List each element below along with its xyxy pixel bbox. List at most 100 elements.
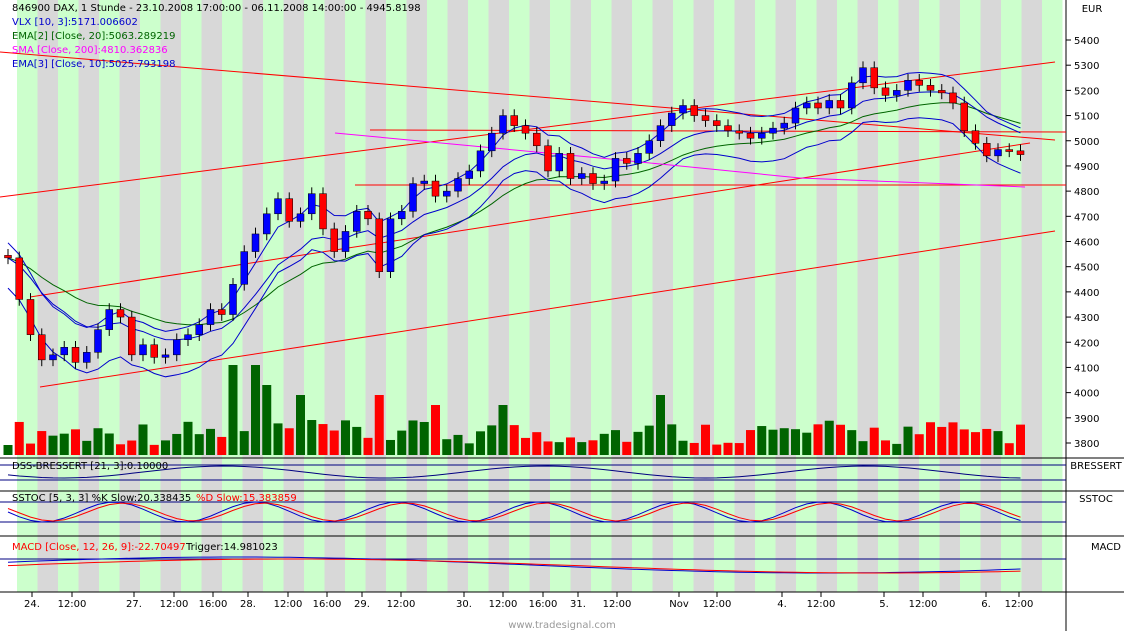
y-tick-label: 4600	[1074, 238, 1099, 249]
x-tick-label: 4.	[777, 599, 787, 610]
dss-axis-label: BRESSERT	[1070, 461, 1122, 472]
y-tick-label: 5400	[1074, 36, 1099, 47]
y-tick-label: 4900	[1074, 162, 1099, 173]
volume-bar	[656, 395, 665, 455]
candle-body	[701, 115, 710, 121]
candle-body	[431, 180, 440, 197]
volume-bar	[318, 424, 328, 455]
candle-body	[645, 140, 653, 154]
ema20-legend: EMA[2] [Close, 20]:5063.289219	[12, 31, 175, 42]
candle-body	[848, 82, 856, 109]
x-tick-label: 16:00	[199, 599, 228, 610]
candle-body	[578, 173, 586, 179]
candle-body	[1016, 150, 1025, 155]
sstoc-d-line	[7, 502, 1021, 522]
currency-label: EUR	[1082, 4, 1103, 15]
volume-bar	[779, 428, 789, 455]
y-tick-label: 3900	[1074, 414, 1099, 425]
ema20-line	[7, 102, 1021, 326]
y-tick-label: 5000	[1074, 137, 1099, 148]
volume-bar	[554, 442, 564, 455]
session-band	[693, 0, 714, 592]
volume-bar	[194, 434, 204, 455]
x-tick-label: 12:00	[603, 599, 632, 610]
volume-bar	[419, 421, 429, 455]
x-tick-label: 12:00	[58, 599, 87, 610]
candle-body	[533, 132, 541, 147]
candle-body	[465, 170, 473, 179]
x-tick-label: 5.	[879, 599, 889, 610]
volume-bar	[1016, 424, 1025, 455]
volume-bar	[442, 439, 452, 455]
volume-bar	[712, 444, 722, 455]
candle-body	[623, 158, 631, 164]
volume-bar	[138, 424, 148, 455]
volume-bar	[273, 423, 283, 455]
candlesticks	[4, 61, 1025, 369]
session-band	[1021, 0, 1042, 592]
session-band	[488, 0, 509, 592]
volume-bar	[633, 431, 643, 455]
trend-line	[39, 230, 1056, 388]
volume-bar	[341, 420, 350, 455]
volume-bar	[982, 428, 992, 455]
session-band	[591, 0, 612, 592]
candle-body	[679, 105, 687, 114]
volume-bar	[566, 437, 575, 455]
session-band	[673, 0, 694, 592]
candle-body	[758, 132, 766, 139]
y-tick-label: 3800	[1074, 439, 1099, 450]
y-tick-label: 4400	[1074, 288, 1099, 299]
macd-trigger-legend: Trigger:14.981023	[185, 542, 278, 553]
volume-bar	[813, 424, 823, 455]
candle-body	[589, 173, 597, 184]
candle-body	[206, 309, 215, 325]
vlx-legend: VLX [10, 3]:5171.006602	[12, 17, 138, 28]
candle-body	[364, 211, 372, 220]
x-tick-label: 12:00	[489, 599, 518, 610]
session-band	[857, 0, 878, 592]
volume-bar	[431, 405, 440, 455]
volume-bar	[701, 424, 710, 455]
session-band	[1042, 0, 1063, 592]
candle-body	[791, 107, 800, 124]
volume-bar	[71, 429, 80, 455]
volume-bar	[734, 443, 744, 455]
candle-body	[690, 105, 698, 116]
vlx-lower-line	[7, 117, 1021, 378]
session-band	[324, 0, 345, 592]
candle-body	[105, 309, 113, 330]
candle-body	[836, 100, 845, 109]
candle-body	[139, 344, 147, 356]
volume-bar	[971, 432, 980, 455]
volume-bar	[521, 437, 530, 455]
candle-body	[83, 352, 91, 363]
volume-bar	[487, 425, 497, 455]
dss-legend: DSS-BRESSERT [21, 3]:0.10000	[12, 461, 168, 472]
candle-body	[71, 347, 80, 363]
volume-bar	[374, 395, 384, 455]
volume-bar	[408, 420, 418, 455]
x-tick-label: Nov	[669, 599, 689, 610]
candle-body	[521, 125, 530, 134]
volume-bar	[104, 433, 114, 455]
candle-body	[341, 231, 350, 252]
candle-body	[60, 347, 68, 356]
volume-bar	[948, 422, 958, 455]
session-band	[755, 0, 776, 592]
candle-body	[420, 180, 428, 184]
volume-bar	[667, 424, 677, 455]
candle-body	[668, 112, 676, 126]
session-band	[304, 0, 325, 592]
candle-body	[611, 158, 620, 182]
candle-body	[983, 143, 991, 157]
x-tick-label: 31.	[570, 599, 586, 610]
candle-body	[724, 125, 732, 131]
session-band	[734, 0, 755, 592]
candle-body	[38, 334, 46, 361]
session-band	[796, 0, 817, 592]
x-tick-label: 12:00	[160, 599, 189, 610]
candle-body	[4, 255, 12, 259]
macd-legend: MACD [Close, 12, 26, 9]:-22.70497	[12, 542, 186, 553]
